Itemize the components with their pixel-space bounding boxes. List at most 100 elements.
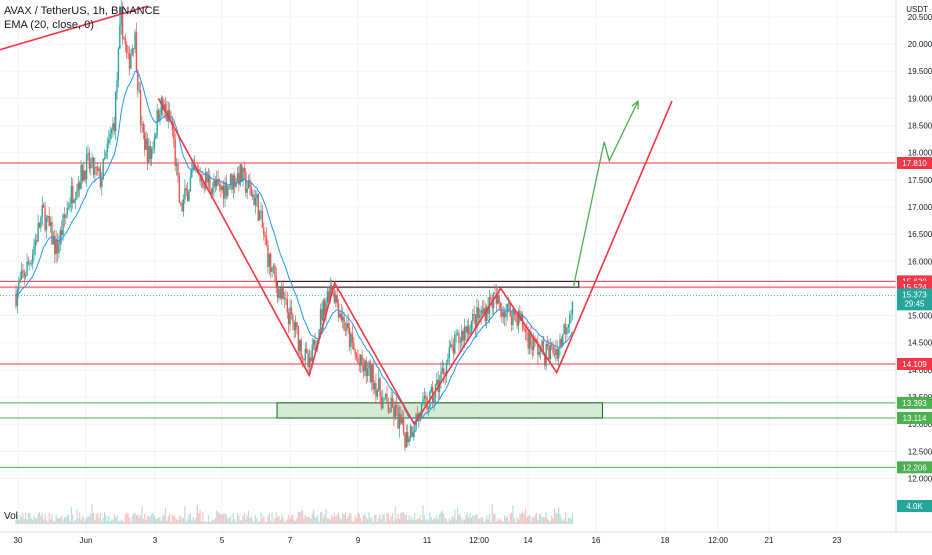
- volume-label[interactable]: Vol: [4, 511, 18, 522]
- volume-bar: [402, 512, 405, 524]
- x-tick-label: 14: [524, 536, 533, 545]
- volume-bar: [241, 520, 243, 524]
- candle-body: [152, 147, 154, 149]
- volume-bar: [137, 514, 139, 524]
- level-price-text: 17.810: [902, 159, 927, 168]
- volume-bar: [221, 514, 223, 524]
- candle-body: [250, 186, 253, 197]
- candle-body: [138, 90, 140, 91]
- candle-body: [422, 399, 424, 405]
- volume-bar: [101, 520, 103, 524]
- volume-bar: [390, 515, 392, 524]
- candle-body: [81, 164, 84, 181]
- volume-bar: [429, 512, 431, 524]
- volume-bar: [103, 511, 106, 524]
- candle-body: [203, 186, 205, 189]
- volume-bar: [517, 519, 520, 524]
- candle-body: [413, 430, 416, 433]
- candle-body: [29, 263, 31, 265]
- candle-body: [382, 398, 384, 409]
- volume-bar: [546, 518, 549, 524]
- volume-bar: [401, 512, 403, 524]
- candle-body: [329, 285, 331, 303]
- volume-bar: [123, 521, 125, 524]
- level-price-badge: [897, 412, 932, 425]
- volume-bar: [238, 515, 240, 524]
- candle-body: [195, 169, 197, 171]
- candle-body: [323, 299, 326, 316]
- candle-body: [150, 148, 153, 159]
- volume-bar: [195, 517, 197, 524]
- candle-body: [469, 332, 471, 335]
- volume-bar: [571, 512, 574, 524]
- candle-body: [232, 175, 235, 190]
- candle-body: [571, 301, 574, 315]
- volume-bar: [274, 518, 276, 524]
- level-price-text: 12.206: [902, 463, 927, 472]
- candle-body: [371, 364, 373, 382]
- volume-bar: [178, 516, 180, 524]
- volume-bar: [157, 517, 160, 524]
- candle-body: [517, 310, 520, 326]
- volume-bar: [109, 520, 111, 524]
- volume-bar: [308, 516, 311, 524]
- volume-bar: [398, 518, 401, 524]
- candle-body: [330, 285, 333, 290]
- candle-body: [78, 182, 81, 189]
- candle-body: [275, 276, 277, 286]
- volume-bar: [313, 509, 315, 524]
- candle-body: [311, 344, 313, 362]
- candle-body: [556, 349, 558, 359]
- price-axis[interactable]: USDT 20.500 20.000 19.500 19.000 18.500 18.00…: [895, 0, 932, 532]
- zones[interactable]: [276, 280, 603, 419]
- volume-bar: [128, 517, 131, 524]
- volume-bar: [51, 514, 53, 524]
- candle-body: [455, 334, 457, 335]
- ema-indicator-label[interactable]: EMA (20, close, 0): [4, 19, 94, 31]
- volume-bar: [530, 521, 532, 524]
- candle-body: [148, 145, 150, 163]
- candle-body: [199, 174, 201, 182]
- volume-bar: [441, 510, 443, 524]
- candle-body: [265, 236, 268, 245]
- volume-bar: [461, 518, 463, 524]
- volume-bar: [426, 519, 428, 524]
- drawings[interactable]: [0, 5, 673, 426]
- volume-bar: [217, 512, 219, 524]
- candle-body: [210, 188, 212, 195]
- time-axis[interactable]: 30 Jun 3 5 7 9 11 12:00 14 16 18 12:00 21 23: [0, 531, 932, 550]
- volume-bar: [340, 519, 342, 524]
- candle-body: [296, 322, 298, 328]
- volume-bar: [384, 521, 387, 524]
- candle-body: [74, 197, 77, 200]
- symbol-title[interactable]: AVAX / TetherUS, 1h, BINANCE: [4, 5, 160, 17]
- candle-body: [503, 312, 506, 318]
- candle-body: [101, 179, 103, 188]
- candle-body: [234, 175, 236, 187]
- candle-body: [350, 333, 352, 347]
- candle-body: [213, 180, 215, 189]
- volume-bar: [91, 504, 93, 524]
- candle-body: [570, 314, 572, 316]
- volume-bar: [490, 521, 492, 524]
- volume-bar: [375, 514, 377, 524]
- volume-bar: [22, 512, 24, 524]
- candle-body: [314, 339, 316, 351]
- volume-bar: [534, 514, 536, 524]
- volume-bar: [545, 512, 547, 524]
- candle-body: [416, 414, 419, 420]
- volume-bar: [304, 515, 306, 524]
- candle-body: [438, 380, 441, 393]
- volume-bar: [55, 514, 57, 524]
- volume-bar: [451, 516, 453, 524]
- candle-body: [109, 133, 111, 140]
- volume-bar: [494, 514, 496, 524]
- volume-bar: [372, 521, 374, 524]
- volume-bar: [445, 519, 448, 524]
- x-tick-label: 12:00: [708, 536, 729, 545]
- volume-bar: [149, 516, 151, 524]
- volume-bar: [166, 520, 168, 524]
- volume-bar: [349, 512, 351, 524]
